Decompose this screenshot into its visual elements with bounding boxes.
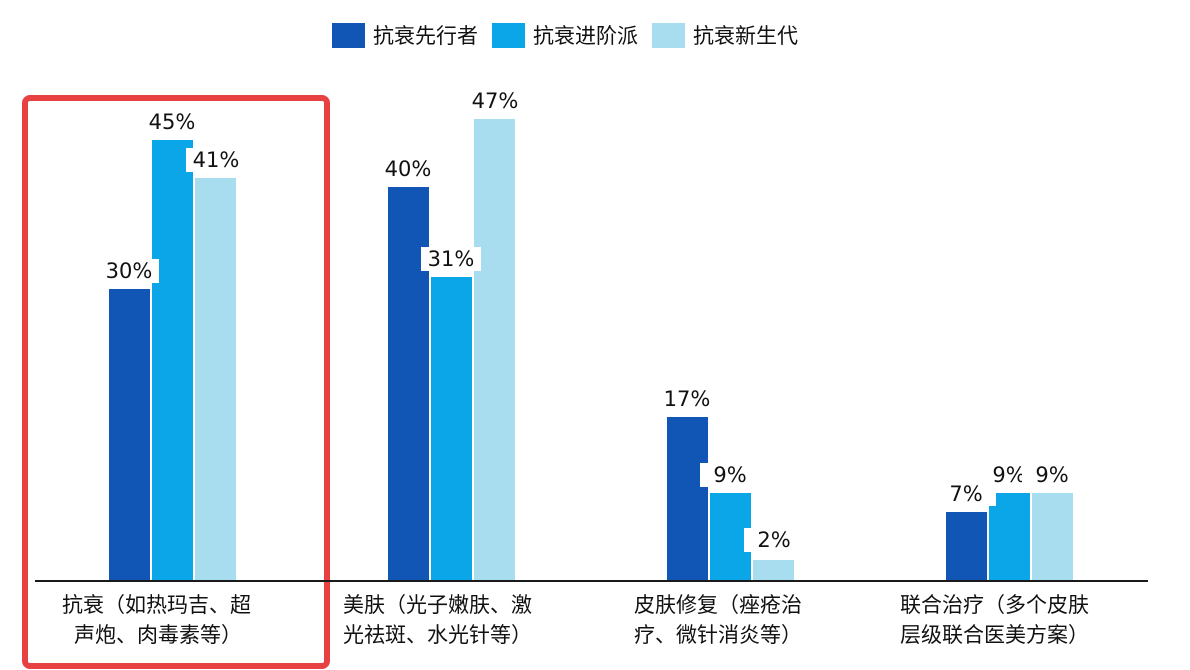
category-label-0: 抗衰（如热玛吉、超 声炮、肉毒素等） xyxy=(62,593,251,647)
bar-c2-s3 xyxy=(753,560,794,580)
value-label: 17% xyxy=(657,387,717,411)
bar-c2-s1 xyxy=(667,417,708,580)
legend-swatch-s3 xyxy=(652,22,685,48)
value-label: 9% xyxy=(700,463,760,487)
bar-c0-s2 xyxy=(152,140,193,580)
bar-c0-s1 xyxy=(109,289,150,580)
x-axis-line xyxy=(35,580,1148,582)
bar-c1-s3 xyxy=(474,119,515,580)
value-label: 9% xyxy=(1022,463,1082,487)
highlight-box xyxy=(22,95,330,669)
bar-c3-s2 xyxy=(989,493,1030,580)
legend-item-s1: 抗衰先行者 xyxy=(332,20,478,50)
legend-label-s3: 抗衰新生代 xyxy=(693,24,798,48)
legend-label-s2: 抗衰进阶派 xyxy=(533,24,638,48)
value-label: 40% xyxy=(378,157,438,181)
legend-swatch-s2 xyxy=(492,22,525,48)
bar-c1-s1 xyxy=(388,187,429,580)
value-label: 41% xyxy=(186,148,246,172)
value-label: 47% xyxy=(465,89,525,113)
value-label: 30% xyxy=(99,259,159,283)
category-label-3: 联合治疗（多个皮肤 层级联合医美方案） xyxy=(900,593,1089,647)
value-label: 45% xyxy=(142,110,202,134)
legend-item-s2: 抗衰进阶派 xyxy=(492,20,638,50)
bar-c3-s1 xyxy=(946,512,987,580)
bar-c3-s3 xyxy=(1032,493,1073,580)
value-label: 2% xyxy=(744,528,804,552)
legend-swatch-s1 xyxy=(332,22,365,48)
category-label-1: 美肤（光子嫩肤、激 光祛斑、水光针等） xyxy=(343,593,532,647)
bar-c0-s3 xyxy=(195,178,236,580)
legend-item-s3: 抗衰新生代 xyxy=(652,20,798,50)
category-label-2: 皮肤修复（痤疮治 疗、微针消炎等） xyxy=(634,593,802,647)
bar-c1-s2 xyxy=(431,277,472,580)
value-label: 31% xyxy=(421,247,481,271)
legend-label-s1: 抗衰先行者 xyxy=(373,24,478,48)
chart-legend: 抗衰先行者 抗衰进阶派 抗衰新生代 xyxy=(332,20,812,50)
